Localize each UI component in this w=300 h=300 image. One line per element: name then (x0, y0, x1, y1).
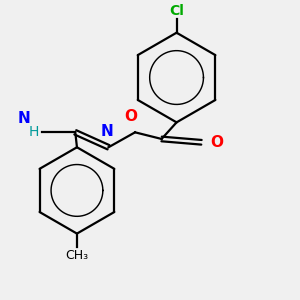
Text: N: N (100, 124, 113, 139)
Text: Cl: Cl (169, 4, 184, 18)
Text: H: H (28, 125, 39, 139)
Text: O: O (210, 135, 223, 150)
Text: CH₃: CH₃ (65, 248, 88, 262)
Text: O: O (124, 109, 138, 124)
Text: N: N (18, 111, 31, 126)
